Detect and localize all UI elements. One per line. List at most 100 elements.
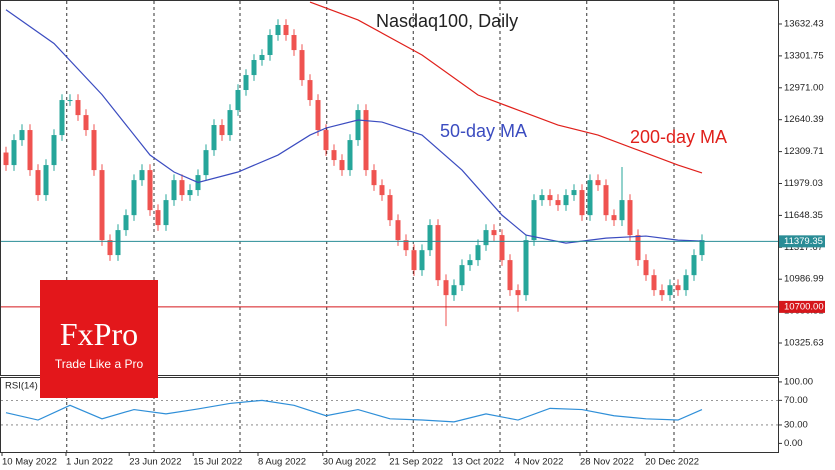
rsi-tick-label: 100.00 <box>784 376 813 387</box>
candle-body <box>451 285 457 296</box>
y-tick-label: 11648.35 <box>784 210 823 221</box>
candle-body <box>627 200 633 236</box>
candle-body <box>99 170 105 241</box>
ma-line <box>309 1 703 174</box>
candle-body <box>419 250 425 271</box>
candle-body <box>587 180 593 216</box>
candle-body <box>659 290 665 296</box>
level-box <box>779 300 825 313</box>
candle-body <box>315 100 321 131</box>
candle-body <box>603 185 609 216</box>
candle-body <box>547 195 553 201</box>
candle-body <box>675 285 681 291</box>
candle-body <box>3 152 9 166</box>
candle-body <box>59 100 65 136</box>
ma200-label: 200-day MA <box>630 127 727 147</box>
candle-body <box>523 240 529 296</box>
level-box <box>779 235 825 248</box>
y-tick-label: 12971.00 <box>784 82 824 93</box>
candle-body <box>379 185 385 196</box>
candle-body <box>171 180 177 201</box>
candle-body <box>635 235 641 261</box>
candle-body <box>595 180 601 186</box>
candle-body <box>299 50 305 81</box>
candle-body <box>371 170 377 186</box>
candle-body <box>67 100 73 102</box>
x-tick-label: 21 Sep 2022 <box>389 457 443 468</box>
candle-body <box>307 80 313 101</box>
candle-body <box>363 110 369 171</box>
candle-body <box>435 225 441 281</box>
candle-body <box>475 245 481 261</box>
candle-body <box>387 195 393 221</box>
x-tick-label: 20 Dec 2022 <box>645 457 699 468</box>
candle-body <box>347 140 353 171</box>
y-tick-label: 12640.39 <box>784 114 824 125</box>
candle-body <box>459 265 465 286</box>
x-tick-label: 10 May 2022 <box>2 457 57 468</box>
y-tick-label: 13632.43 <box>784 18 824 29</box>
ma-line <box>5 9 703 244</box>
candle-body <box>691 255 697 276</box>
candle-body <box>243 75 249 91</box>
logo: FxPro Trade Like a Pro <box>40 280 158 398</box>
candle-body <box>203 150 209 176</box>
y-tick-label: 10325.63 <box>784 338 824 349</box>
candle-body <box>515 290 521 296</box>
y-tick-label: 13301.75 <box>784 50 824 61</box>
candle-body <box>483 230 489 246</box>
x-tick-label: 23 Jun 2022 <box>129 457 181 468</box>
candle-body <box>355 110 361 141</box>
main-frame <box>0 0 779 376</box>
candle-body <box>403 240 409 251</box>
candle-body <box>43 165 49 196</box>
candle-body <box>227 110 233 136</box>
candle-body <box>147 170 153 211</box>
ma50-label: 50-day MA <box>440 121 527 141</box>
candle-body <box>155 210 161 226</box>
x-tick-label: 15 Jul 2022 <box>193 457 242 468</box>
rsi-line <box>5 399 703 423</box>
x-tick-label: 1 Jun 2022 <box>66 457 113 468</box>
candle-body <box>267 35 273 55</box>
candle-body <box>619 200 625 221</box>
candle-body <box>611 215 617 221</box>
y-tick-label: 12309.71 <box>784 146 824 157</box>
candle-body <box>331 150 337 161</box>
candle-body <box>259 54 265 61</box>
candle-body <box>179 180 185 196</box>
rsi-tick-label: 0.00 <box>784 438 803 449</box>
candle-body <box>91 130 97 171</box>
candle-body <box>123 215 129 231</box>
candle-body <box>339 160 345 171</box>
candle-body <box>35 170 41 196</box>
candle-body <box>283 24 289 36</box>
candle-body <box>219 125 225 136</box>
candle-body <box>443 280 449 296</box>
candle-body <box>139 170 145 181</box>
candle-body <box>131 180 137 216</box>
candle-body <box>427 225 433 251</box>
candle-body <box>411 250 417 271</box>
rsi-tick-label: 30.00 <box>784 419 808 430</box>
level-label: 10700.00 <box>784 301 824 312</box>
x-tick-label: 4 Nov 2022 <box>515 457 564 468</box>
candle-body <box>395 220 401 241</box>
chart-title: Nasdaq100, Daily <box>376 11 518 31</box>
x-tick-label: 13 Oct 2022 <box>452 457 504 468</box>
candle-body <box>683 275 689 291</box>
candle-body <box>491 230 497 236</box>
rsi-label: RSI(14) <box>5 381 38 392</box>
y-tick-label: 11979.03 <box>784 178 823 189</box>
level-label: 11379.35 <box>784 236 823 247</box>
candle-body <box>83 115 89 131</box>
y-tick-label: 10986.99 <box>784 274 824 285</box>
candle-body <box>11 140 17 166</box>
x-tick-label: 30 Aug 2022 <box>323 457 376 468</box>
candle-body <box>531 200 537 241</box>
candle-body <box>571 190 577 196</box>
candle-body <box>643 260 649 276</box>
candle-body <box>467 260 473 266</box>
